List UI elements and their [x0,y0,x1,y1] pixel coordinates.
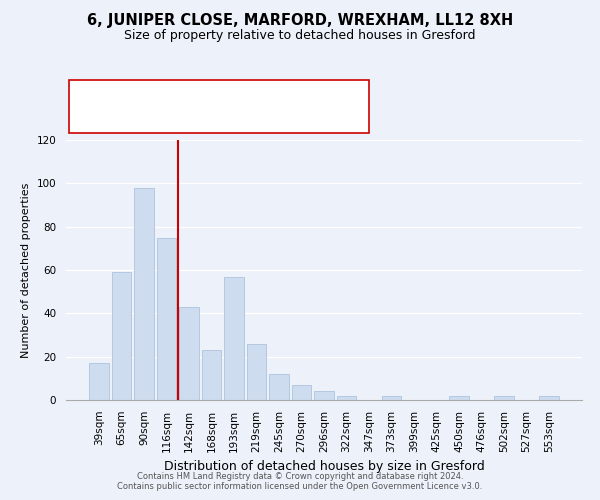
Text: 6 JUNIPER CLOSE: 129sqm: 6 JUNIPER CLOSE: 129sqm [132,86,306,99]
Bar [292,385,311,400]
Bar [337,396,356,400]
Text: ← 48% of detached houses are smaller (206): ← 48% of detached houses are smaller (20… [86,102,352,116]
Bar [314,392,334,400]
Text: 6, JUNIPER CLOSE, MARFORD, WREXHAM, LL12 8XH: 6, JUNIPER CLOSE, MARFORD, WREXHAM, LL12… [87,12,513,28]
Bar [269,374,289,400]
Bar [449,396,469,400]
Bar [224,276,244,400]
Bar [202,350,221,400]
Bar [89,363,109,400]
Bar [134,188,154,400]
Text: Size of property relative to detached houses in Gresford: Size of property relative to detached ho… [124,29,476,42]
Bar [112,272,131,400]
Text: Contains HM Land Registry data © Crown copyright and database right 2024.: Contains HM Land Registry data © Crown c… [137,472,463,481]
Bar [157,238,176,400]
Y-axis label: Number of detached properties: Number of detached properties [21,182,31,358]
X-axis label: Distribution of detached houses by size in Gresford: Distribution of detached houses by size … [164,460,484,473]
Text: 52% of semi-detached houses are larger (222) →: 52% of semi-detached houses are larger (… [74,119,364,132]
Bar [247,344,266,400]
Bar [539,396,559,400]
Bar [494,396,514,400]
Bar [382,396,401,400]
Text: Contains public sector information licensed under the Open Government Licence v3: Contains public sector information licen… [118,482,482,491]
Bar [179,307,199,400]
